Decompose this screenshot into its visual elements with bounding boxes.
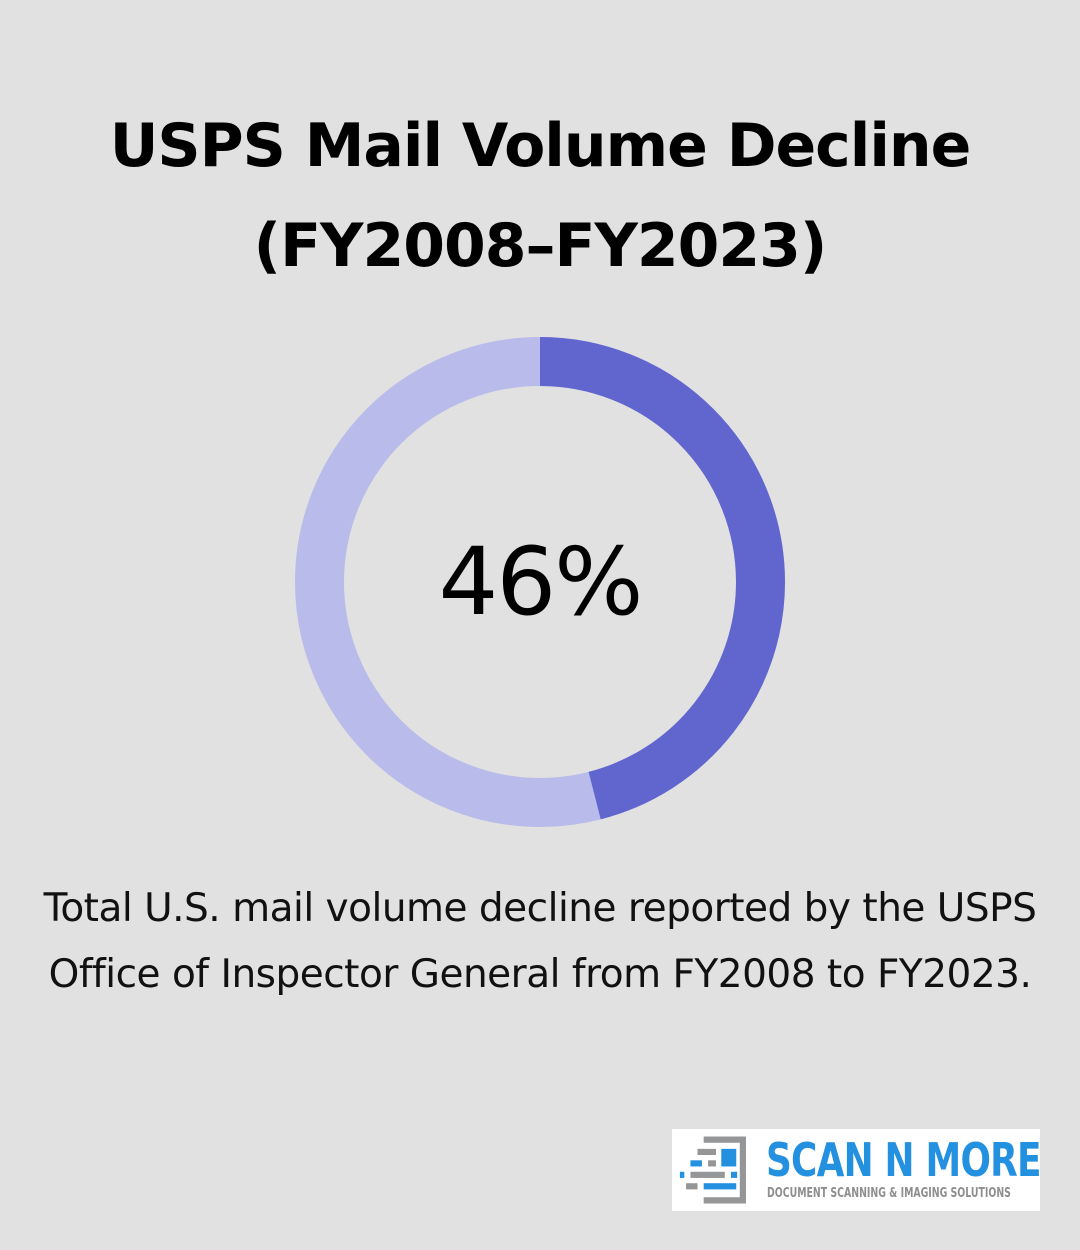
chart-caption: Total U.S. mail volume decline reported … <box>43 886 1037 997</box>
logo-name: SCAN N MORE <box>766 1133 1042 1187</box>
donut-decline-segment <box>295 337 785 827</box>
document-scan-icon <box>679 1136 746 1204</box>
logo-tagline: DOCUMENT SCANNING & IMAGING SOLUTIONS <box>767 1186 1011 1201</box>
page-title: USPS Mail Volume Decline (FY2008–FY2023) <box>0 96 1080 296</box>
title-line-2: (FY2008–FY2023) <box>253 211 828 281</box>
title-line-1: USPS Mail Volume Decline <box>109 111 972 181</box>
donut-center-value: 46% <box>438 527 644 637</box>
brand-logo: SCAN N MORE DOCUMENT SCANNING & IMAGING … <box>672 1129 1042 1211</box>
donut-chart: 46% <box>295 337 785 827</box>
donut-ring <box>295 337 785 827</box>
